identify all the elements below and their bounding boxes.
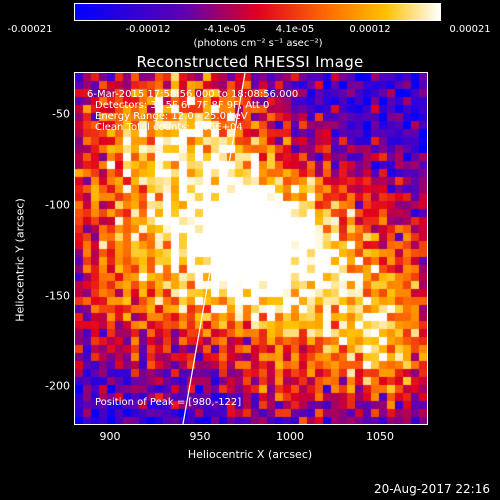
annotation-detectors: Detectors: 3F 5F 6F 7F 8F 9F, Att 0 bbox=[95, 100, 270, 111]
y-tick-label: -200 bbox=[45, 379, 70, 393]
y-tick-label: -100 bbox=[45, 198, 70, 212]
colorbar-tick-label: 0.00012 bbox=[349, 24, 391, 35]
x-axis-label: Heliocentric X (arcsec) bbox=[187, 448, 313, 461]
colorbar-gradient bbox=[75, 4, 440, 20]
plot-area: 6-Mar-2015 17:58:56.000 to 18:08:56.000 … bbox=[74, 72, 428, 425]
annotation-peak: Position of Peak = [980,-122] bbox=[95, 397, 242, 408]
chart-title: Reconstructed RHESSI Image bbox=[136, 53, 364, 71]
y-tick-label: -150 bbox=[45, 289, 70, 303]
colorbar-tick-label: -4.1e-05 bbox=[204, 24, 246, 35]
colorbar-tick-label: -0.00012 bbox=[125, 24, 171, 35]
colorbar-tick-label: -0.00021 bbox=[7, 24, 53, 35]
annotation-energy: Energy Range: 12.0 - 25.0 keV bbox=[95, 111, 248, 122]
footer-timestamp: 20-Aug-2017 22:16 bbox=[373, 482, 490, 496]
x-tick-label: 950 bbox=[189, 430, 211, 443]
y-axis-label: Heliocentric Y (arcsec) bbox=[13, 198, 27, 322]
annotation-method: Clean Total counts: 1.05E+04 bbox=[95, 122, 243, 133]
colorbar-tick-label: 4.1e-05 bbox=[275, 24, 315, 35]
colorbar bbox=[74, 3, 441, 21]
y-tick-label: -50 bbox=[52, 107, 70, 121]
x-tick-label: 900 bbox=[99, 430, 121, 443]
solar-limb-line bbox=[182, 73, 246, 424]
annotation-time-range: 6-Mar-2015 17:58:56.000 to 18:08:56.000 bbox=[87, 89, 299, 100]
colorbar-tick-label: 0.00021 bbox=[449, 24, 491, 35]
x-tick-label: 1050 bbox=[366, 430, 394, 443]
heatmap-canvas bbox=[75, 73, 427, 424]
colorbar-unit-label: (photons cm⁻² s⁻¹ asec⁻²) bbox=[193, 38, 323, 49]
x-tick-label: 1000 bbox=[276, 430, 304, 443]
